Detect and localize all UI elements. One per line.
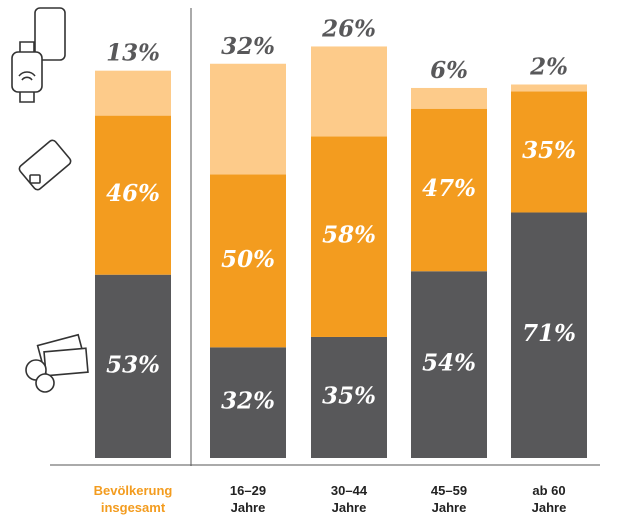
- bar-segment: [311, 336, 387, 458]
- bar-segment: [411, 108, 487, 272]
- value-label: 58%: [322, 222, 376, 249]
- x-tick-label: ab 60 Jahre: [531, 483, 567, 515]
- value-label: 53%: [106, 351, 160, 378]
- phone-icon: [34, 7, 66, 61]
- value-label: 54%: [422, 350, 476, 377]
- value-label: 26%: [321, 15, 376, 42]
- value-label: 35%: [522, 137, 576, 164]
- value-label: 71%: [522, 320, 576, 347]
- bill-icon: [43, 347, 89, 377]
- bar-segment: [210, 174, 286, 348]
- bar-segment: [411, 271, 487, 458]
- value-label: 2%: [529, 54, 568, 81]
- nfc-waves: [18, 71, 36, 81]
- bar-segment: [411, 87, 487, 109]
- bar-segment: [95, 274, 171, 458]
- x-tick-label: 45–59 Jahre: [430, 483, 468, 515]
- x-tick-label: 16–29 Jahre: [229, 483, 267, 515]
- value-label: 13%: [106, 40, 160, 67]
- x-tick-label: Bevölkerung insgesamt: [93, 483, 173, 515]
- value-label: 46%: [106, 180, 160, 207]
- watch-strap: [19, 41, 35, 103]
- x-tick-label: 30–44 Jahre: [330, 483, 368, 515]
- value-label: 35%: [322, 382, 376, 409]
- card-chip: [29, 174, 41, 184]
- value-label: 32%: [221, 33, 275, 60]
- value-label: 32%: [221, 388, 275, 415]
- bar-segment: [511, 212, 587, 458]
- card-icon: [18, 139, 72, 191]
- value-label: 47%: [422, 175, 476, 202]
- icons: [11, 7, 89, 393]
- bar-segment: [95, 70, 171, 116]
- value-label: 6%: [430, 57, 468, 84]
- bar-segment: [511, 84, 587, 92]
- bar-segment: [511, 91, 587, 213]
- bar-segment: [311, 46, 387, 137]
- bar-segment: [210, 63, 286, 175]
- coin-icon: [35, 373, 55, 393]
- bar-segment: [311, 136, 387, 337]
- bar-segment: [95, 115, 171, 275]
- value-label: 50%: [221, 246, 275, 273]
- bar-segment: [210, 347, 286, 458]
